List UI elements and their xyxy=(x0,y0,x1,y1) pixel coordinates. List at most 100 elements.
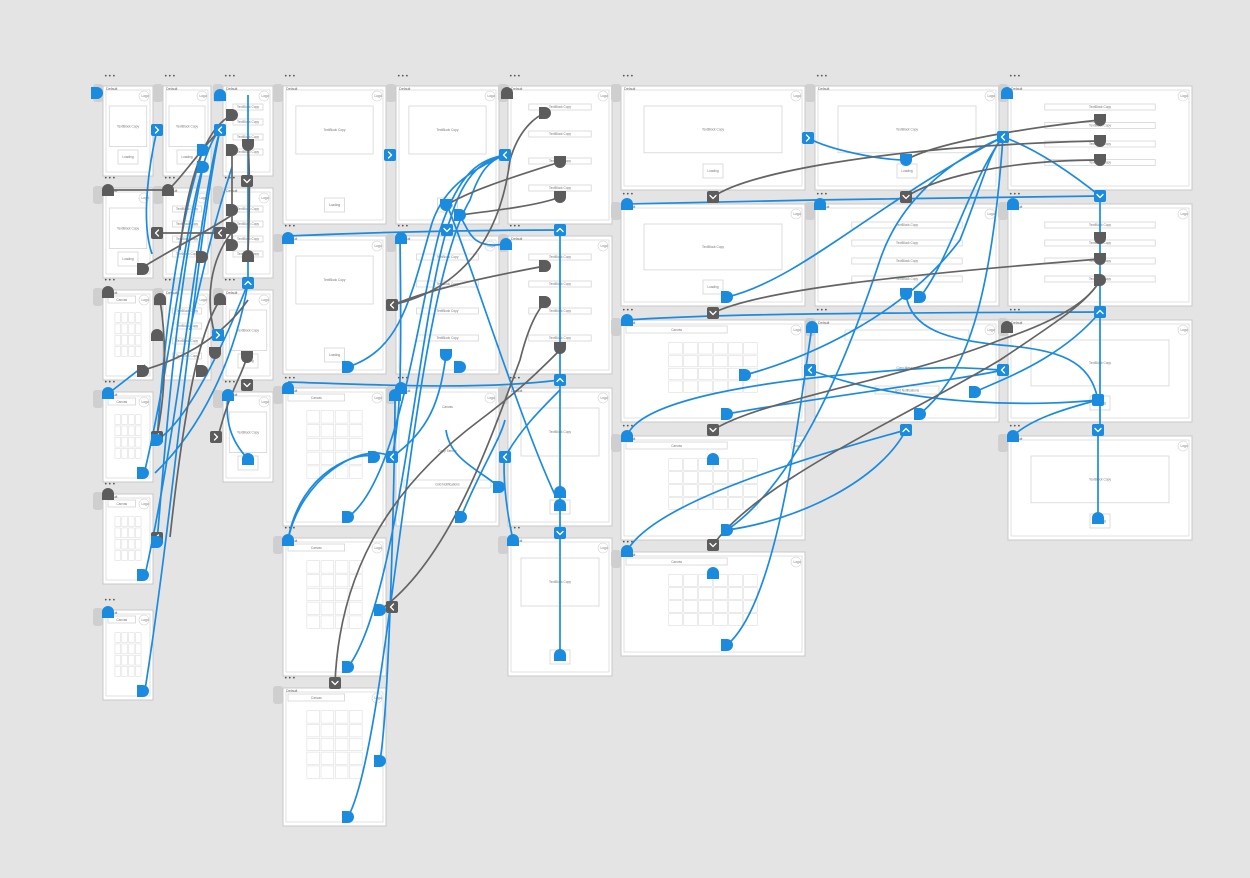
frame-menu-icon[interactable]: ••• xyxy=(509,73,521,80)
link-handle[interactable] xyxy=(1092,512,1104,524)
frame-menu-icon[interactable]: ••• xyxy=(224,277,236,284)
frame-tab[interactable] xyxy=(611,84,621,102)
frame-tab[interactable] xyxy=(273,536,283,554)
link-handle[interactable] xyxy=(507,534,519,546)
frame-tab[interactable] xyxy=(93,186,103,204)
link-handle[interactable] xyxy=(242,277,254,289)
link-handle[interactable] xyxy=(1007,430,1019,442)
link-handle[interactable] xyxy=(621,198,633,210)
link-handle[interactable] xyxy=(389,389,401,401)
link-handle[interactable] xyxy=(621,430,633,442)
frame-menu-icon[interactable]: ••• xyxy=(104,379,116,386)
link-handle[interactable] xyxy=(226,239,238,251)
link-handle[interactable] xyxy=(386,299,398,311)
frame-menu-icon[interactable]: ••• xyxy=(816,307,828,314)
frame-menu-icon[interactable]: ••• xyxy=(104,73,116,80)
link-handle[interactable] xyxy=(1094,253,1106,265)
link-handle[interactable] xyxy=(900,288,912,300)
frame-menu-icon[interactable]: ••• xyxy=(622,539,634,546)
link-handle[interactable] xyxy=(342,361,354,373)
frame-tab[interactable] xyxy=(998,202,1008,220)
link-handle[interactable] xyxy=(242,250,254,262)
frame-menu-icon[interactable]: ••• xyxy=(816,191,828,198)
link-handle[interactable] xyxy=(226,222,238,234)
link-handle[interactable] xyxy=(151,434,163,446)
link-handle[interactable] xyxy=(368,451,380,463)
link-handle[interactable] xyxy=(1094,154,1106,166)
link-handle[interactable] xyxy=(226,204,238,216)
frame-menu-icon[interactable]: ••• xyxy=(164,175,176,182)
link-handle[interactable] xyxy=(721,524,733,536)
frame-tab[interactable] xyxy=(498,536,508,554)
frame-tab[interactable] xyxy=(273,84,283,102)
link-handle[interactable] xyxy=(499,451,511,463)
link-handle[interactable] xyxy=(900,154,912,166)
link-handle[interactable] xyxy=(554,499,566,511)
frame-tab[interactable] xyxy=(93,390,103,408)
frame-menu-icon[interactable]: ••• xyxy=(1009,423,1021,430)
link-handle[interactable] xyxy=(997,364,1009,376)
frame-tab[interactable] xyxy=(93,492,103,510)
link-handle[interactable] xyxy=(554,342,566,354)
link-handle[interactable] xyxy=(1094,306,1106,318)
frame-menu-icon[interactable]: ••• xyxy=(224,175,236,182)
link-handle[interactable] xyxy=(454,209,466,221)
link-handle[interactable] xyxy=(554,156,566,168)
frame-menu-icon[interactable]: ••• xyxy=(622,307,634,314)
link-handle[interactable] xyxy=(137,467,149,479)
frame-menu-icon[interactable]: ••• xyxy=(164,277,176,284)
link-handle[interactable] xyxy=(500,238,512,250)
link-handle[interactable] xyxy=(226,144,238,156)
link-handle[interactable] xyxy=(342,511,354,523)
link-handle[interactable] xyxy=(151,329,163,341)
link-handle[interactable] xyxy=(214,124,226,136)
frame-tab[interactable] xyxy=(386,234,396,252)
frame-menu-icon[interactable]: ••• xyxy=(104,481,116,488)
link-handle[interactable] xyxy=(102,184,114,196)
frame-menu-icon[interactable]: ••• xyxy=(397,375,409,382)
frame-menu-icon[interactable]: ••• xyxy=(1009,307,1021,314)
link-handle[interactable] xyxy=(802,132,814,144)
link-handle[interactable] xyxy=(1094,274,1106,286)
frame-tab[interactable] xyxy=(805,84,815,102)
link-handle[interactable] xyxy=(554,224,566,236)
frame-menu-icon[interactable]: ••• xyxy=(397,73,409,80)
link-handle[interactable] xyxy=(721,639,733,651)
frame-menu-icon[interactable]: ••• xyxy=(164,73,176,80)
link-handle[interactable] xyxy=(137,365,149,377)
link-handle[interactable] xyxy=(241,175,253,187)
link-handle[interactable] xyxy=(241,379,253,391)
screen-frame[interactable]: ••• Default Logo Copy Message Grid Notificat… xyxy=(805,307,1000,423)
link-handle[interactable] xyxy=(210,431,222,443)
link-handle[interactable] xyxy=(197,161,209,173)
frame-menu-icon[interactable]: ••• xyxy=(104,175,116,182)
link-handle[interactable] xyxy=(707,539,719,551)
frame-tab[interactable] xyxy=(611,550,621,568)
link-handle[interactable] xyxy=(282,534,294,546)
link-handle[interactable] xyxy=(91,87,103,99)
link-handle[interactable] xyxy=(721,291,733,303)
link-handle[interactable] xyxy=(739,369,751,381)
frame-menu-icon[interactable]: ••• xyxy=(224,379,236,386)
frame-menu-icon[interactable]: ••• xyxy=(224,73,236,80)
frame-menu-icon[interactable]: ••• xyxy=(509,525,521,532)
link-handle[interactable] xyxy=(554,191,566,203)
frame-tab[interactable] xyxy=(611,434,621,452)
link-handle[interactable] xyxy=(162,184,174,196)
link-handle[interactable] xyxy=(395,232,407,244)
link-handle[interactable] xyxy=(137,569,149,581)
link-handle[interactable] xyxy=(241,351,253,363)
link-handle[interactable] xyxy=(914,408,926,420)
frame-tab[interactable] xyxy=(153,186,163,204)
link-handle[interactable] xyxy=(102,488,114,500)
